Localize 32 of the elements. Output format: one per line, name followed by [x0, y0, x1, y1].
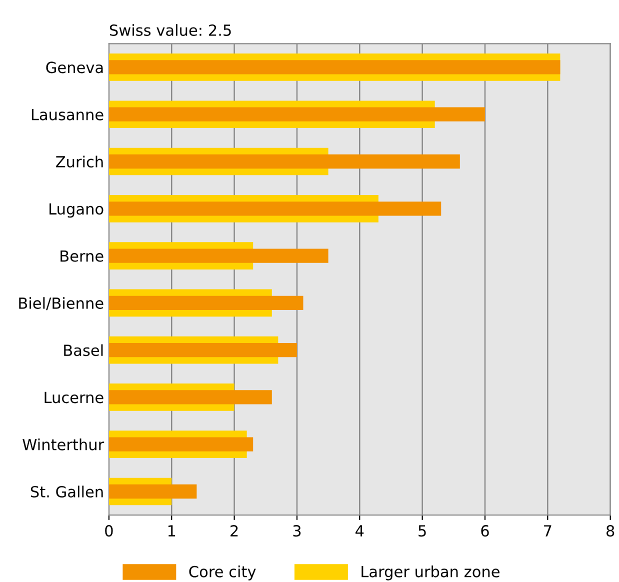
bar	[108, 154, 460, 169]
bar	[108, 296, 304, 310]
bar	[108, 60, 560, 74]
x-tick-label: 6	[481, 525, 489, 537]
legend-label: Core city	[189, 566, 256, 580]
x-tick-label: 2	[230, 525, 238, 536]
x-tick-label: 4	[356, 525, 364, 536]
y-tick-label: Geneva	[46, 62, 103, 74]
bar	[108, 107, 485, 122]
y-tick-label: Basel	[64, 344, 103, 356]
y-tick-label: St. Gallen	[30, 486, 103, 498]
bar	[108, 248, 328, 263]
y-tick-label: Winterthur	[22, 438, 104, 450]
text: Swiss value: 2.5	[110, 24, 231, 36]
bar	[108, 484, 197, 499]
x-tick-label: 5	[418, 525, 426, 537]
y-tick-label: Berne	[60, 250, 104, 262]
y-tick-label: Lausanne	[32, 109, 104, 120]
bar	[108, 202, 442, 216]
x-tick-label: 7	[544, 525, 552, 536]
x-tick-label: 1	[168, 525, 176, 536]
y-tick-label: Biel/Bienne	[19, 297, 104, 310]
bar	[108, 437, 254, 452]
legend-label: Larger urban zone	[362, 566, 500, 580]
y-tick-label: Lucerne	[44, 392, 104, 404]
x-tick-label: 8	[606, 525, 614, 537]
y-tick-label: Zurich	[56, 156, 103, 168]
bar	[108, 343, 297, 358]
y-tick-label: Lugano	[50, 203, 104, 218]
x-tick-label: 0	[105, 525, 113, 537]
x-tick-label: 3	[293, 525, 301, 537]
bar	[108, 390, 272, 404]
